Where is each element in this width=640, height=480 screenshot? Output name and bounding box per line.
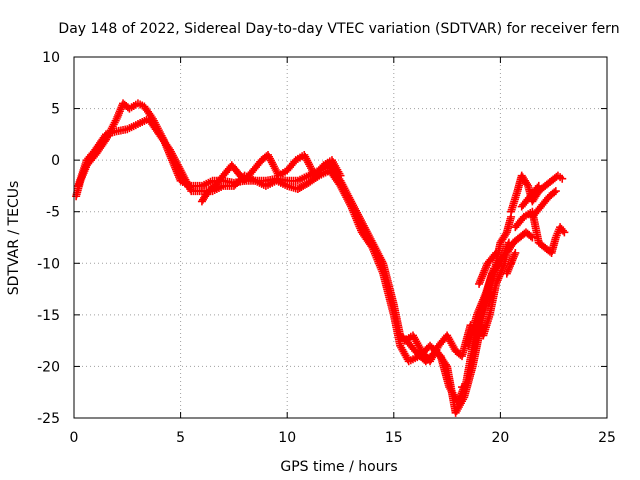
grid-lines xyxy=(74,57,607,418)
x-tick-label: 10 xyxy=(278,430,296,446)
y-tick-label: -10 xyxy=(37,256,60,272)
data-point xyxy=(560,228,569,237)
data-point xyxy=(501,230,510,239)
tick-marks xyxy=(73,56,608,419)
plot-frame xyxy=(73,56,608,419)
data-point xyxy=(490,250,499,259)
x-tick-label: 0 xyxy=(70,430,79,446)
data-point xyxy=(534,181,543,190)
data-point xyxy=(336,171,345,180)
data-point xyxy=(490,264,499,273)
data-point xyxy=(511,248,520,257)
chart-title: Day 148 of 2022, Sidereal Day-to-day VTE… xyxy=(58,21,619,37)
x-tick-labels: 0 5 10 15 20 25 xyxy=(70,430,616,446)
data-point xyxy=(458,383,467,392)
x-axis-label: GPS time / hours xyxy=(280,459,397,475)
y-tick-labels: 10 5 0 -5 -10 -15 -20 -25 xyxy=(37,50,60,427)
data-points xyxy=(72,99,569,417)
x-tick-label: 25 xyxy=(598,430,616,446)
y-tick-label: 10 xyxy=(42,50,60,66)
x-tick-label: 15 xyxy=(385,430,403,446)
data-point xyxy=(558,226,567,235)
data-point xyxy=(526,232,535,241)
data-point xyxy=(551,187,560,196)
y-tick-label: -5 xyxy=(46,205,60,221)
data-point xyxy=(533,183,542,192)
y-tick-label: -15 xyxy=(37,308,60,324)
y-tick-label: -20 xyxy=(37,359,60,375)
y-tick-label: 5 xyxy=(51,102,60,118)
data-point xyxy=(528,233,537,242)
x-tick-label: 5 xyxy=(176,430,185,446)
data-point xyxy=(523,180,532,189)
y-tick-label: 0 xyxy=(51,153,60,169)
y-axis-label: SDTVAR / TECUs xyxy=(6,181,22,296)
data-point xyxy=(492,248,501,257)
x-tick-label: 20 xyxy=(491,430,509,446)
y-tick-label: -25 xyxy=(37,411,60,427)
data-point xyxy=(558,174,567,183)
data-point xyxy=(550,188,559,197)
